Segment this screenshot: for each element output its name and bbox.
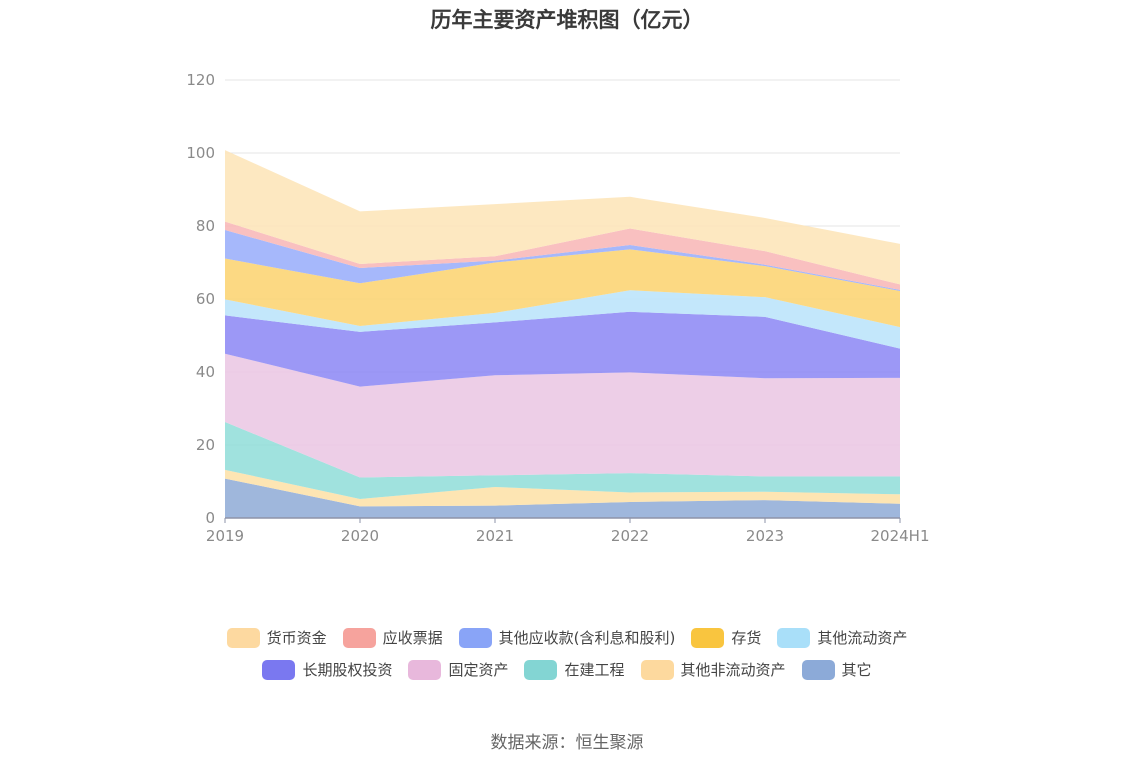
y-tick-label: 20 [196, 436, 215, 454]
y-tick-label: 40 [196, 363, 215, 381]
legend-item[interactable]: 固定资产 [408, 659, 508, 680]
legend-item[interactable]: 应收票据 [342, 627, 443, 648]
legend-item[interactable]: 其他应收款(含利息和股利) [458, 627, 676, 648]
legend-label: 其它 [841, 661, 872, 679]
y-tick-label: 100 [186, 144, 215, 162]
y-tick-label: 80 [196, 217, 215, 235]
legend-label: 长期股权投资 [302, 661, 393, 679]
legend-label: 其他流动资产 [817, 629, 908, 647]
legend-swatch [777, 627, 811, 648]
x-tick-label: 2023 [746, 527, 784, 545]
chart-title: 历年主要资产堆积图（亿元） [430, 8, 704, 32]
x-tick-label: 2022 [611, 527, 649, 545]
source-note: 数据来源：恒生聚源 [490, 733, 644, 753]
legend-label: 固定资产 [448, 661, 509, 679]
axes: 0 20 40 60 80 100 120 2019 2020 2021 2022 2023 2024H… [186, 71, 929, 545]
legend-swatch [801, 659, 835, 680]
legend-item[interactable]: 货币资金 [226, 627, 327, 648]
area-series-其他非流动资产 [225, 469, 900, 507]
legend-label: 其他应收款(含利息和股利) [498, 629, 676, 647]
area-series-长期股权投资 [225, 311, 900, 387]
legend-item[interactable]: 其他流动资产 [777, 627, 907, 648]
legend-swatch [226, 627, 260, 648]
legend-swatch [458, 627, 492, 648]
legend-item[interactable]: 其他非流动资产 [640, 659, 786, 680]
area-series-在建工程 [225, 422, 900, 500]
legend-item[interactable]: 存货 [691, 627, 761, 648]
legend-label: 在建工程 [564, 661, 625, 679]
area-series-应收票据 [225, 221, 900, 290]
y-tick-label: 120 [186, 71, 215, 89]
legend-label: 存货 [731, 629, 762, 647]
y-tick-label: 60 [196, 290, 215, 308]
x-tick-label: 2021 [476, 527, 514, 545]
area-series-货币资金 [225, 150, 900, 285]
legend-item[interactable]: 其它 [801, 659, 872, 680]
y-tick-label: 0 [205, 509, 215, 527]
area-series-固定资产 [225, 353, 900, 478]
legend-item[interactable]: 长期股权投资 [262, 659, 392, 680]
area-series-其他应收款(含利息和股利) [225, 230, 900, 291]
area-series-其他流动资产 [225, 290, 900, 349]
legend-item[interactable]: 在建工程 [524, 659, 625, 680]
area-series-layer [225, 150, 900, 518]
legend-swatch [691, 627, 725, 648]
legend-swatch [262, 659, 296, 680]
x-tick-label: 2024H1 [871, 527, 930, 545]
legend-label: 其他非流动资产 [680, 661, 786, 679]
legend-label: 应收票据 [382, 629, 443, 647]
area-series-存货 [225, 249, 900, 328]
x-tick-label: 2019 [206, 527, 244, 545]
legend-row-1: 货币资金 应收票据 其他应收款(含利息和股利) 存货 其他流动资产 [0, 627, 1134, 648]
x-tick-label: 2020 [341, 527, 379, 545]
chart-legend: 货币资金 应收票据 其他应收款(含利息和股利) 存货 其他流动资产 长期股权投资 固定资产… [0, 627, 1134, 691]
legend-swatch [342, 627, 376, 648]
area-series-其它 [225, 478, 900, 518]
legend-swatch [524, 659, 558, 680]
legend-swatch [408, 659, 442, 680]
legend-swatch [640, 659, 674, 680]
legend-label: 货币资金 [266, 629, 327, 647]
legend-row-2: 长期股权投资 固定资产 在建工程 其他非流动资产 其它 [0, 659, 1134, 680]
